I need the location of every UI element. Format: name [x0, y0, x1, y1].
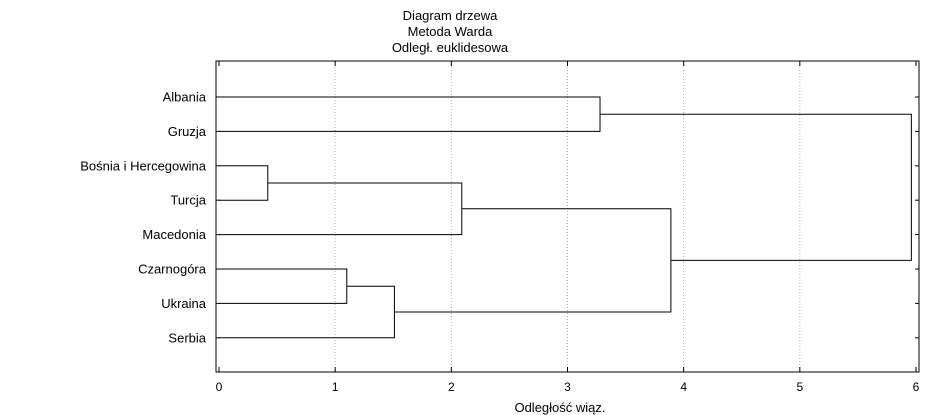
merge-link-4 [219, 182, 463, 236]
merge-link-1 [219, 165, 269, 201]
chart-title-line-1: Diagram drzewa [403, 8, 498, 23]
leaf-label: Czarnogóra [138, 262, 207, 277]
x-tick-label: 2 [448, 380, 455, 394]
leaf-label: Gruzja [168, 124, 207, 139]
chart-title-line-2: Metoda Warda [408, 24, 494, 39]
leaf-label: Albania [163, 90, 207, 105]
leaf-label: Turcja [170, 193, 206, 208]
x-tick-label: 1 [332, 380, 339, 394]
x-axis-label: Odległość wiąz. [514, 400, 605, 415]
x-tick-label: 4 [680, 380, 687, 394]
x-axis: 0 1 2 3 4 5 6 [216, 61, 920, 394]
leaf-labels: Albania Gruzja Bośnia i Hercegowina Turcja M… [80, 90, 207, 346]
chart-title-line-3: Odległ. euklidesowa [392, 40, 509, 55]
x-tick-label: 6 [913, 380, 920, 394]
leaf-label: Serbia [168, 330, 206, 345]
x-tick-label: 0 [216, 380, 223, 394]
leaf-label: Ukraina [161, 296, 207, 311]
leaf-label: Macedonia [142, 227, 206, 242]
dendrogram-links [219, 96, 912, 339]
leaf-label: Bośnia i Hercegowina [80, 158, 207, 173]
merge-link-3 [219, 285, 395, 339]
merge-link-7 [600, 113, 912, 261]
x-tick-label: 5 [796, 380, 803, 394]
grid-lines [334, 61, 801, 372]
merge-link-6 [394, 208, 672, 313]
x-tick-label: 3 [564, 380, 571, 394]
merge-link-5 [219, 96, 601, 132]
merge-link-2 [219, 268, 348, 304]
